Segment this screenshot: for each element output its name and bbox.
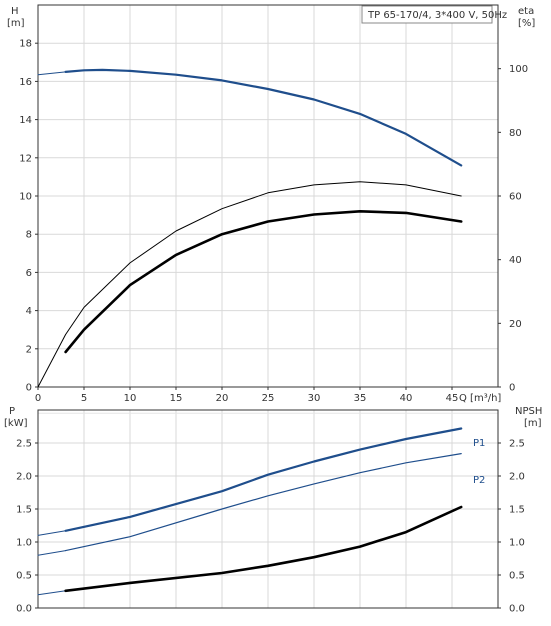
series-p2 (64, 453, 462, 552)
series-npsh (64, 505, 463, 593)
top-x-tick-label-1: 5 (81, 393, 87, 404)
top-right-tick-label-5: 100 (509, 64, 528, 75)
series-head (64, 68, 463, 167)
series-label-p2: P2 (473, 475, 485, 486)
bottom-right-tick-label-0: 0.0 (509, 604, 525, 615)
top-left-tick-label-9: 18 (19, 39, 32, 50)
series-p1 (64, 427, 463, 532)
top-left-tick-label-7: 14 (19, 115, 32, 126)
series-head-ext (37, 71, 67, 76)
bottom-ticks-group: 0.0 0.5 1.0 1.5 2.0 2.5 0.0 0.5 1.0 1.5 2.0 2.5 (16, 439, 525, 615)
top-x-tick-label-6: 30 (308, 393, 321, 404)
bottom-right-tick-label-3: 1.5 (509, 505, 525, 516)
series-eta-thin (37, 181, 462, 388)
bottom-left-axis-label-1: P (9, 406, 15, 417)
top-x-tick-label-2: 10 (124, 393, 137, 404)
series-p2-ext (37, 550, 67, 556)
top-left-tick-label-4: 8 (26, 230, 32, 241)
top-right-tick-label-4: 80 (509, 128, 522, 139)
top-x-tick-label-9: 45 (446, 393, 459, 404)
chart-title: TP 65-170/4, 3*400 V, 50Hz (367, 10, 507, 21)
top-left-tick-label-3: 6 (26, 268, 32, 279)
top-ticks-group: 0 5 10 15 20 25 30 35 40 45 0 2 4 6 8 10 12 14 16 18 0 20 40 60… (19, 39, 528, 404)
bottom-left-tick-label-5: 2.5 (16, 439, 32, 450)
bottom-left-tick-label-0: 0.0 (16, 604, 32, 615)
bottom-right-tick-label-4: 2.0 (509, 472, 525, 483)
top-x-tick-label-8: 40 (400, 393, 413, 404)
x-axis-label: Q [m³/h] (459, 393, 501, 404)
bottom-left-tick-label-2: 1.0 (16, 538, 32, 549)
top-left-tick-label-2: 4 (26, 306, 32, 317)
bottom-left-axis-label-2: [kW] (4, 418, 28, 429)
top-right-axis-label-1: eta (518, 6, 534, 17)
top-left-axis-label-1: H (11, 6, 19, 17)
top-left-tick-label-1: 2 (26, 344, 32, 355)
top-left-tick-label-0: 0 (26, 383, 32, 394)
top-x-tick-label-0: 0 (35, 393, 41, 404)
bottom-left-tick-label-4: 2.0 (16, 472, 32, 483)
title-box (361, 5, 493, 24)
bottom-right-tick-label-1: 0.5 (509, 571, 525, 582)
bottom-right-axis-label-2: [m] (524, 418, 542, 429)
top-x-tick-label-3: 15 (170, 393, 183, 404)
top-left-tick-label-6: 12 (19, 153, 32, 164)
top-grid (38, 5, 498, 387)
top-left-tick-label-8: 16 (19, 77, 32, 88)
bottom-right-axis-label-1: NPSH (515, 406, 542, 417)
series-label-p1: P1 (473, 438, 485, 449)
bottom-right-tick-label-5: 2.5 (509, 439, 525, 450)
top-x-tick-label-7: 35 (354, 393, 367, 404)
top-x-tick-label-5: 25 (262, 393, 275, 404)
bottom-grid (38, 410, 498, 608)
bottom-left-tick-label-3: 1.5 (16, 505, 32, 516)
series-npsh-ext (37, 590, 67, 596)
top-x-tick-label-4: 20 (216, 393, 229, 404)
top-right-tick-label-1: 20 (509, 319, 522, 330)
top-right-axis-label-2: [%] (518, 18, 535, 29)
top-right-tick-label-3: 60 (509, 192, 522, 203)
top-right-tick-label-0: 0 (509, 383, 515, 394)
series-p1-ext (37, 530, 67, 536)
bottom-left-tick-label-1: 0.5 (16, 571, 32, 582)
series-eta (64, 210, 463, 354)
top-left-axis-label-2: [m] (7, 18, 25, 29)
top-series-group (37, 68, 463, 388)
top-left-tick-label-5: 10 (19, 192, 32, 203)
bottom-series-group (37, 427, 463, 596)
bottom-right-tick-label-2: 1.0 (509, 538, 525, 549)
top-right-tick-label-2: 40 (509, 255, 522, 266)
